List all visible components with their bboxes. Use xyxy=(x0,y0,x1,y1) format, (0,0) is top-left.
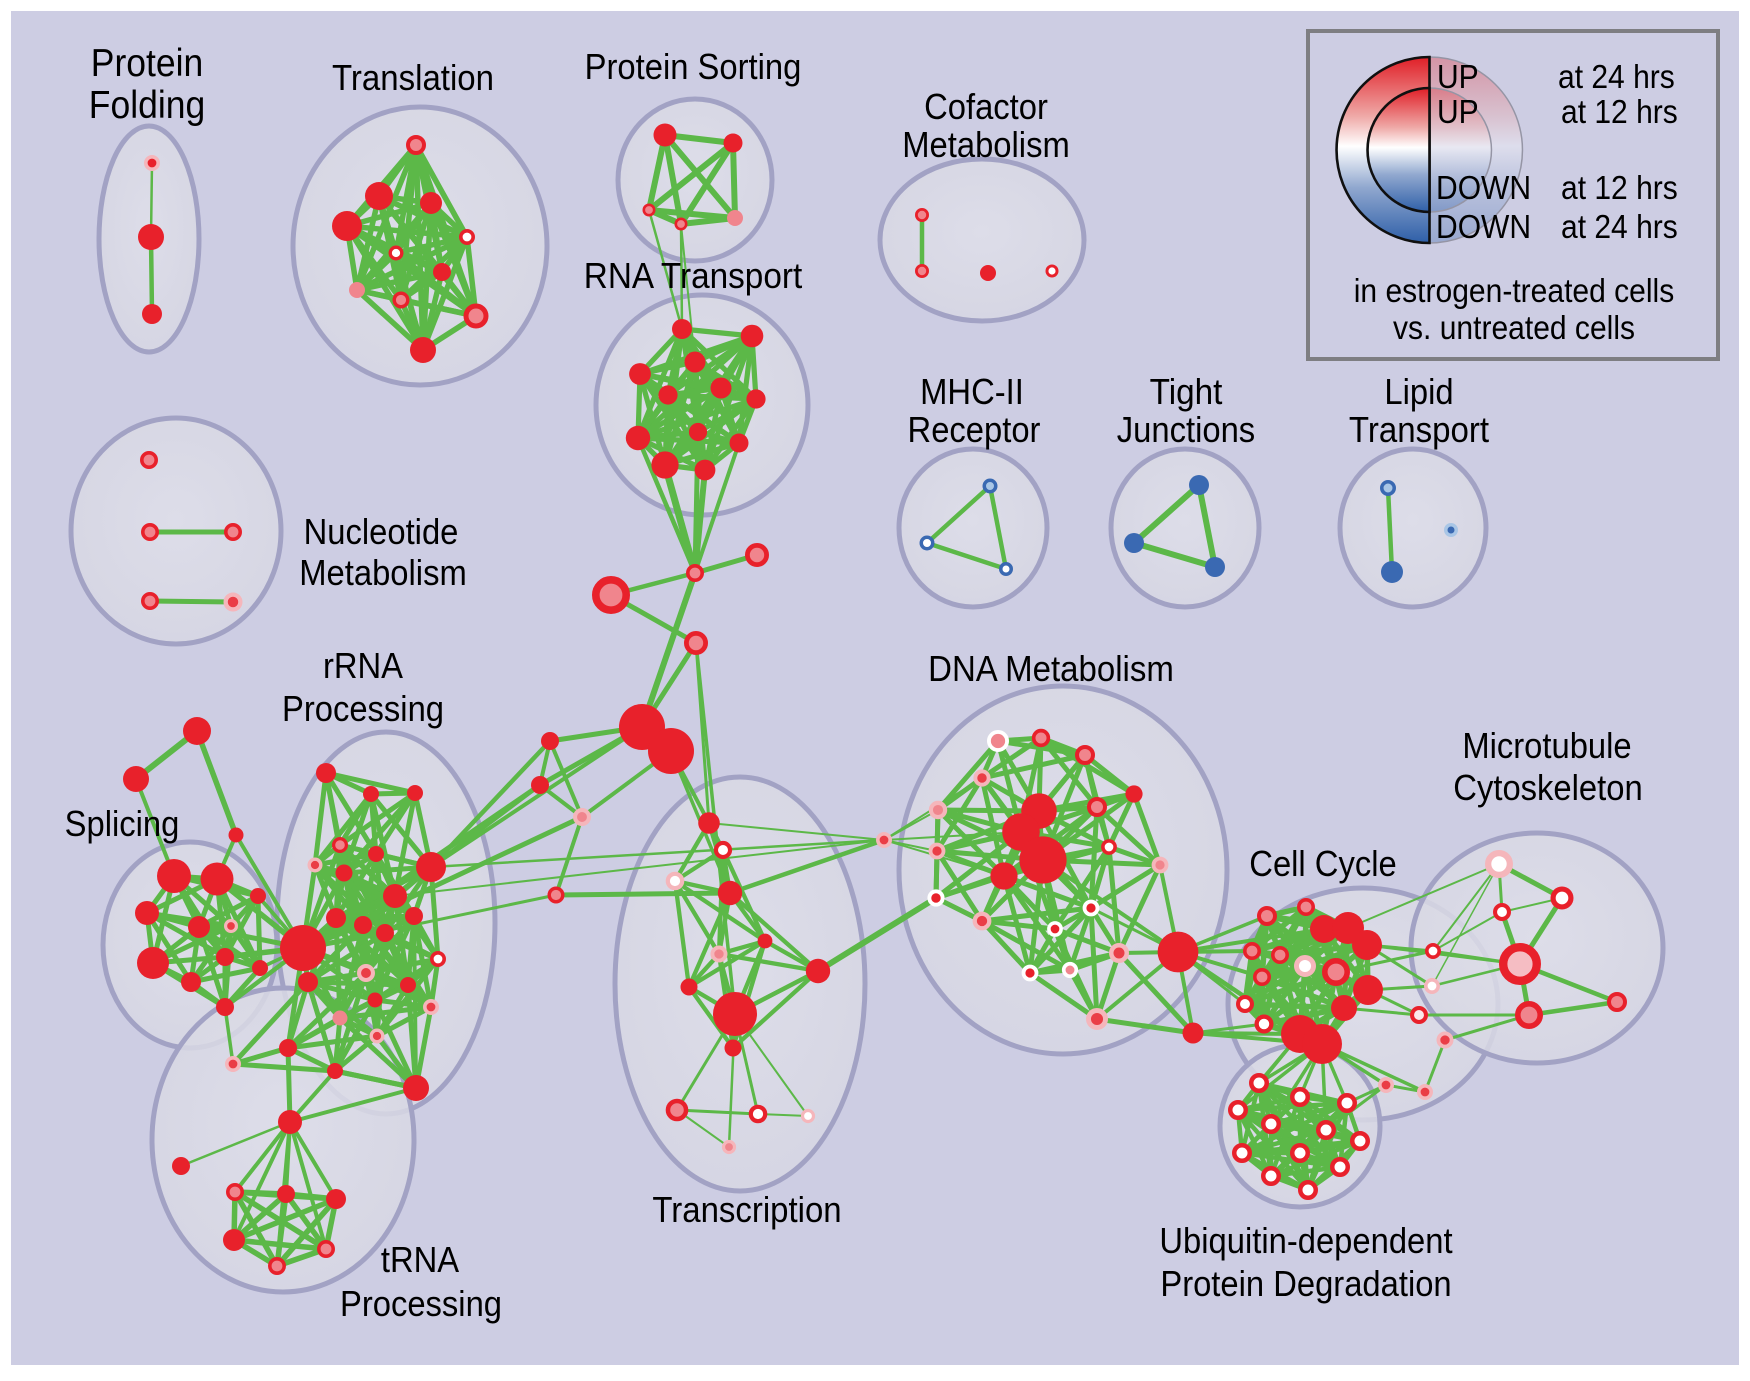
svg-text:in estrogen-treated cells: in estrogen-treated cells xyxy=(1354,272,1675,309)
svg-text:Nucleotide: Nucleotide xyxy=(304,511,459,552)
svg-text:Processing: Processing xyxy=(340,1283,502,1324)
svg-text:UP: UP xyxy=(1437,93,1479,130)
svg-text:DOWN: DOWN xyxy=(1436,208,1531,245)
svg-text:Metabolism: Metabolism xyxy=(902,124,1070,165)
svg-text:Folding: Folding xyxy=(89,84,205,127)
svg-text:Processing: Processing xyxy=(282,688,444,729)
svg-text:Cofactor: Cofactor xyxy=(924,86,1048,127)
svg-text:Protein Degradation: Protein Degradation xyxy=(1160,1263,1451,1304)
svg-text:Tight: Tight xyxy=(1150,371,1223,412)
svg-text:Microtubule: Microtubule xyxy=(1462,725,1631,766)
svg-text:Protein Sorting: Protein Sorting xyxy=(585,46,802,87)
svg-text:at 12 hrs: at 12 hrs xyxy=(1561,93,1678,130)
svg-text:at 24 hrs: at 24 hrs xyxy=(1558,58,1675,95)
svg-text:Translation: Translation xyxy=(332,57,494,98)
svg-text:at 24 hrs: at 24 hrs xyxy=(1561,208,1678,245)
svg-text:rRNA: rRNA xyxy=(323,645,403,686)
svg-text:RNA Transport: RNA Transport xyxy=(584,255,802,296)
svg-text:Cytoskeleton: Cytoskeleton xyxy=(1453,767,1642,808)
svg-text:vs. untreated cells: vs. untreated cells xyxy=(1393,309,1635,346)
svg-text:Receptor: Receptor xyxy=(908,409,1041,450)
svg-text:MHC-II: MHC-II xyxy=(920,371,1024,412)
svg-text:Protein: Protein xyxy=(91,42,203,85)
svg-text:Junctions: Junctions xyxy=(1117,409,1255,450)
svg-text:Transport: Transport xyxy=(1349,409,1489,450)
svg-text:UP: UP xyxy=(1437,58,1479,95)
svg-text:DNA Metabolism: DNA Metabolism xyxy=(928,648,1174,689)
svg-text:Cell Cycle: Cell Cycle xyxy=(1249,843,1396,884)
svg-text:tRNA: tRNA xyxy=(381,1239,459,1280)
svg-text:Metabolism: Metabolism xyxy=(299,552,467,593)
svg-text:DOWN: DOWN xyxy=(1436,169,1531,206)
svg-text:Ubiquitin-dependent: Ubiquitin-dependent xyxy=(1159,1220,1452,1261)
svg-text:at 12 hrs: at 12 hrs xyxy=(1561,169,1678,206)
svg-text:Transcription: Transcription xyxy=(652,1189,841,1230)
svg-text:Lipid: Lipid xyxy=(1384,371,1453,412)
svg-text:Splicing: Splicing xyxy=(65,803,180,844)
